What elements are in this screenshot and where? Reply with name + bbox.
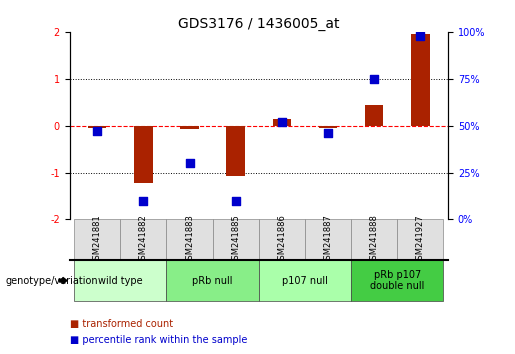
- Bar: [351, 219, 397, 260]
- Text: GSM241888: GSM241888: [370, 215, 379, 265]
- Bar: [180, 126, 199, 130]
- Text: GSM241882: GSM241882: [139, 215, 148, 265]
- Bar: [259, 260, 351, 301]
- Bar: [121, 219, 166, 260]
- Bar: [319, 126, 337, 128]
- Bar: [74, 219, 121, 260]
- Text: GSM241927: GSM241927: [416, 215, 425, 265]
- Bar: [227, 126, 245, 176]
- Text: genotype/variation: genotype/variation: [5, 275, 98, 286]
- Bar: [134, 126, 152, 183]
- Bar: [166, 260, 259, 301]
- Title: GDS3176 / 1436005_at: GDS3176 / 1436005_at: [178, 17, 339, 31]
- Point: [324, 130, 332, 136]
- Bar: [74, 260, 166, 301]
- Bar: [272, 119, 291, 126]
- Point: [139, 198, 147, 204]
- Point: [93, 129, 101, 134]
- Bar: [397, 219, 443, 260]
- Bar: [213, 219, 259, 260]
- Text: pRb p107
double null: pRb p107 double null: [370, 270, 424, 291]
- Text: p107 null: p107 null: [282, 275, 328, 286]
- Text: GSM241886: GSM241886: [278, 215, 286, 265]
- Bar: [88, 126, 107, 128]
- Bar: [305, 219, 351, 260]
- Text: ■ transformed count: ■ transformed count: [70, 319, 173, 329]
- Text: GSM241881: GSM241881: [93, 215, 102, 265]
- Text: GSM241885: GSM241885: [231, 215, 240, 265]
- Point: [232, 198, 240, 204]
- Bar: [259, 219, 305, 260]
- Point: [278, 119, 286, 125]
- Text: GSM241887: GSM241887: [323, 215, 333, 265]
- Bar: [351, 260, 443, 301]
- Text: pRb null: pRb null: [193, 275, 233, 286]
- Point: [185, 160, 194, 166]
- Text: GSM241883: GSM241883: [185, 215, 194, 265]
- Point: [370, 76, 379, 82]
- Text: wild type: wild type: [98, 275, 143, 286]
- Point: [416, 33, 424, 39]
- Bar: [365, 104, 384, 126]
- Text: ■ percentile rank within the sample: ■ percentile rank within the sample: [70, 335, 247, 345]
- Bar: [166, 219, 213, 260]
- Bar: [411, 34, 430, 126]
